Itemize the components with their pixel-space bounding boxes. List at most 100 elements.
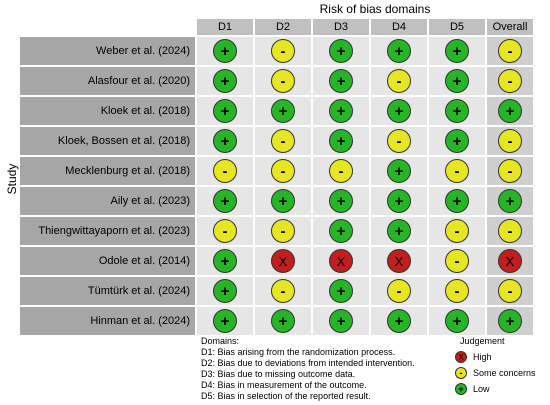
domains-legend-heading: Domains: <box>201 336 240 346</box>
rating-cell: - <box>312 156 370 186</box>
some-risk-dot: - <box>387 279 411 303</box>
high-legend-dot: X <box>455 351 467 363</box>
rating-cell: + <box>312 66 370 96</box>
some-risk-dot: - <box>329 159 353 183</box>
domain-header-row: D1 D2 D3 D4 D5 Overall <box>196 18 534 36</box>
rating-cell: + <box>486 186 534 216</box>
domains-legend: Domains: D1: Bias arising from the rando… <box>201 336 415 402</box>
low-risk-dot: + <box>498 99 522 123</box>
rating-cell: - <box>486 126 534 156</box>
some-risk-dot: - <box>498 279 522 303</box>
study-name-column: Weber et al. (2024) Alasfour et al. (2020… <box>19 36 196 336</box>
header-d2: D2 <box>254 18 312 36</box>
study-name: Odole et al. (2014) <box>19 246 196 276</box>
rating-cell: + <box>312 306 370 336</box>
low-risk-dot: + <box>387 219 411 243</box>
rating-cell: + <box>312 276 370 306</box>
rating-cell: + <box>312 186 370 216</box>
rating-cell: - <box>486 36 534 66</box>
low-risk-dot: + <box>329 189 353 213</box>
rating-cell: X <box>254 246 312 276</box>
study-name: Kloek, Bossen et al. (2018) <box>19 126 196 156</box>
judgement-label: Low <box>473 384 490 394</box>
some-risk-dot: - <box>445 219 469 243</box>
low-risk-dot: + <box>387 39 411 63</box>
judgement-label: Some concerns <box>473 368 536 378</box>
some-risk-dot: - <box>271 129 295 153</box>
rating-cell: X <box>370 246 428 276</box>
some-risk-dot: - <box>271 279 295 303</box>
low-risk-dot: + <box>213 309 237 333</box>
table-row: + + + + + + <box>196 306 534 336</box>
rating-cell: - <box>486 216 534 246</box>
rating-cell: + <box>370 186 428 216</box>
rating-cell: - <box>428 156 486 186</box>
rating-cell: - <box>254 216 312 246</box>
header-overall: Overall <box>486 18 534 36</box>
rating-cell: + <box>428 66 486 96</box>
rating-cell: X <box>486 246 534 276</box>
rating-cell: + <box>312 216 370 246</box>
rating-cell: + <box>486 306 534 336</box>
rating-cell: + <box>428 186 486 216</box>
table-row: + + + + + + <box>196 186 534 216</box>
low-risk-dot: + <box>445 189 469 213</box>
rating-cell: - <box>370 66 428 96</box>
table-row: + X X X - X <box>196 246 534 276</box>
some-risk-dot: - <box>271 159 295 183</box>
some-risk-dot: - <box>387 129 411 153</box>
some-risk-dot: - <box>387 69 411 93</box>
figure-title: Risk of bias domains <box>319 2 431 16</box>
study-name: Weber et al. (2024) <box>19 36 196 66</box>
rating-grid: + - + + + - + - + - + - + + + + + + + - + - + - - - - + - - + + + + + + - - + +… <box>196 36 534 336</box>
low-risk-dot: + <box>329 99 353 123</box>
judgement-item-high: X High <box>455 349 536 365</box>
low-risk-dot: + <box>271 309 295 333</box>
rating-cell: + <box>312 36 370 66</box>
low-risk-dot: + <box>445 309 469 333</box>
low-legend-dot: + <box>455 383 467 395</box>
low-risk-dot: + <box>213 249 237 273</box>
rating-cell: + <box>196 96 254 126</box>
some-risk-dot: - <box>445 249 469 273</box>
rating-cell: - <box>486 276 534 306</box>
low-risk-dot: + <box>213 69 237 93</box>
judgement-item-some: - Some concerns <box>455 365 536 381</box>
table-row: + - + - + - <box>196 126 534 156</box>
judgement-legend-heading: Judgement <box>460 336 505 346</box>
rating-cell: + <box>370 216 428 246</box>
some-risk-dot: - <box>445 279 469 303</box>
low-risk-dot: + <box>213 39 237 63</box>
low-risk-dot: + <box>387 309 411 333</box>
judgement-label: High <box>473 352 492 362</box>
low-risk-dot: + <box>445 39 469 63</box>
study-name: Thiengwittayaporn et al. (2023) <box>19 216 196 246</box>
some-risk-dot: - <box>445 159 469 183</box>
header-d3: D3 <box>312 18 370 36</box>
header-d5: D5 <box>428 18 486 36</box>
low-risk-dot: + <box>329 219 353 243</box>
rating-cell: + <box>196 306 254 336</box>
table-row: + - + + + - <box>196 36 534 66</box>
rating-cell: + <box>196 66 254 96</box>
header-d1: D1 <box>196 18 254 36</box>
some-legend-dot: - <box>455 367 467 379</box>
rating-cell: - <box>196 216 254 246</box>
table-row: - - - + - - <box>196 156 534 186</box>
table-row: + - + - - - <box>196 276 534 306</box>
rating-cell: - <box>370 126 428 156</box>
low-risk-dot: + <box>329 129 353 153</box>
domains-legend-d2: D2: Bias due to deviations from intended… <box>201 358 415 368</box>
rating-cell: + <box>196 126 254 156</box>
study-name: Alasfour et al. (2020) <box>19 66 196 96</box>
low-risk-dot: + <box>445 99 469 123</box>
rating-cell: + <box>370 306 428 336</box>
rating-cell: - <box>486 156 534 186</box>
some-risk-dot: - <box>271 219 295 243</box>
header-d4: D4 <box>370 18 428 36</box>
low-risk-dot: + <box>387 99 411 123</box>
judgement-legend: Judgement X High - Some concerns + Low <box>455 336 536 397</box>
some-risk-dot: - <box>498 129 522 153</box>
low-risk-dot: + <box>213 189 237 213</box>
some-risk-dot: - <box>213 219 237 243</box>
